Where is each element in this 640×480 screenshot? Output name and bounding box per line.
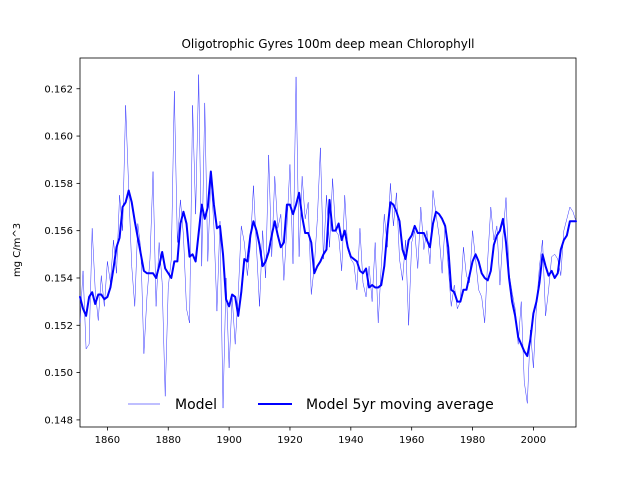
x-tick-label: 2000 — [521, 435, 546, 446]
x-tick-label: 1940 — [338, 435, 363, 446]
x-tick-label: 1960 — [399, 435, 424, 446]
y-axis-label: mg C/m^3 — [12, 223, 23, 277]
x-tick-label: 1920 — [277, 435, 302, 446]
y-tick-label: 0.152 — [44, 321, 73, 332]
x-tick-label: 1860 — [95, 435, 120, 446]
y-tick-label: 0.156 — [44, 226, 73, 237]
legend-label-moving-average: Model 5yr moving average — [306, 397, 494, 413]
x-tick-label: 1900 — [216, 435, 241, 446]
y-tick-label: 0.160 — [44, 132, 73, 143]
y-tick-label: 0.158 — [44, 179, 73, 190]
y-tick-label: 0.150 — [44, 368, 73, 379]
series-layer — [79, 74, 577, 409]
y-tick-label: 0.148 — [44, 415, 73, 426]
x-axis-ticks: 1860 1880 1900 1920 1940 1960 1980 2000 — [95, 427, 546, 446]
x-tick-label: 1880 — [156, 435, 181, 446]
series-line-moving-average — [79, 170, 577, 358]
legend: Model Model 5yr moving average — [128, 397, 494, 413]
x-tick-label: 1980 — [460, 435, 485, 446]
legend-label-model: Model — [175, 397, 217, 413]
plot-area — [79, 57, 577, 428]
y-tick-label: 0.162 — [44, 84, 73, 95]
y-tick-label: 0.154 — [44, 273, 73, 284]
axes-frame — [79, 57, 577, 428]
y-axis-ticks: 0.148 0.150 0.152 0.154 0.156 0.158 0.160 0.162 — [44, 84, 80, 426]
chart-title: Oligotrophic Gyres 100m deep mean Chloro… — [181, 37, 474, 51]
